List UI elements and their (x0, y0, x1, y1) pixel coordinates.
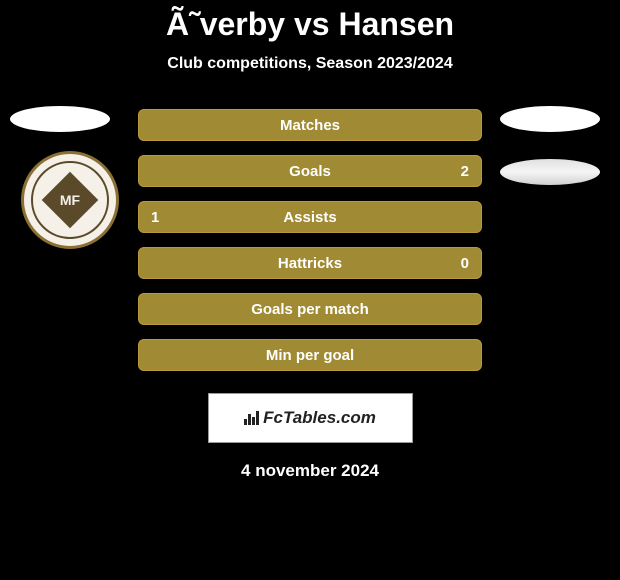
page-title: Ã˜verby vs Hansen (166, 6, 454, 43)
stat-row-goals: Goals 2 (138, 155, 482, 187)
stat-row-min-per-goal: Min per goal (138, 339, 482, 371)
stat-label: Assists (283, 209, 336, 226)
stat-right-value: 2 (461, 163, 469, 180)
left-player-placeholder (10, 106, 110, 132)
stat-label: Hattricks (278, 255, 342, 272)
right-player-placeholder-2 (500, 159, 600, 185)
stat-label: Goals per match (251, 301, 369, 318)
stat-label: Matches (280, 117, 340, 134)
page-container: Ã˜verby vs Hansen Club competitions, Sea… (0, 0, 620, 580)
fctables-watermark: FcTables.com (208, 393, 413, 443)
stat-left-value: 1 (151, 209, 159, 226)
fctables-text: FcTables.com (263, 408, 376, 428)
date-text: 4 november 2024 (241, 461, 379, 481)
right-player-placeholder-1 (500, 106, 600, 132)
page-subtitle: Club competitions, Season 2023/2024 (167, 55, 452, 73)
stat-row-matches: Matches (138, 109, 482, 141)
stats-wrapper: MF Matches Goals 2 1 Assists Hattricks 0… (0, 109, 620, 481)
bar-chart-icon (244, 411, 259, 425)
stat-label: Min per goal (266, 347, 354, 364)
stat-label: Goals (289, 163, 331, 180)
stat-row-assists: 1 Assists (138, 201, 482, 233)
stat-row-goals-per-match: Goals per match (138, 293, 482, 325)
club-badge-letters: MF (60, 192, 80, 208)
stat-right-value: 0 (461, 255, 469, 272)
club-badge-inner: MF (31, 161, 109, 239)
stat-row-hattricks: Hattricks 0 (138, 247, 482, 279)
club-badge: MF (21, 151, 119, 249)
